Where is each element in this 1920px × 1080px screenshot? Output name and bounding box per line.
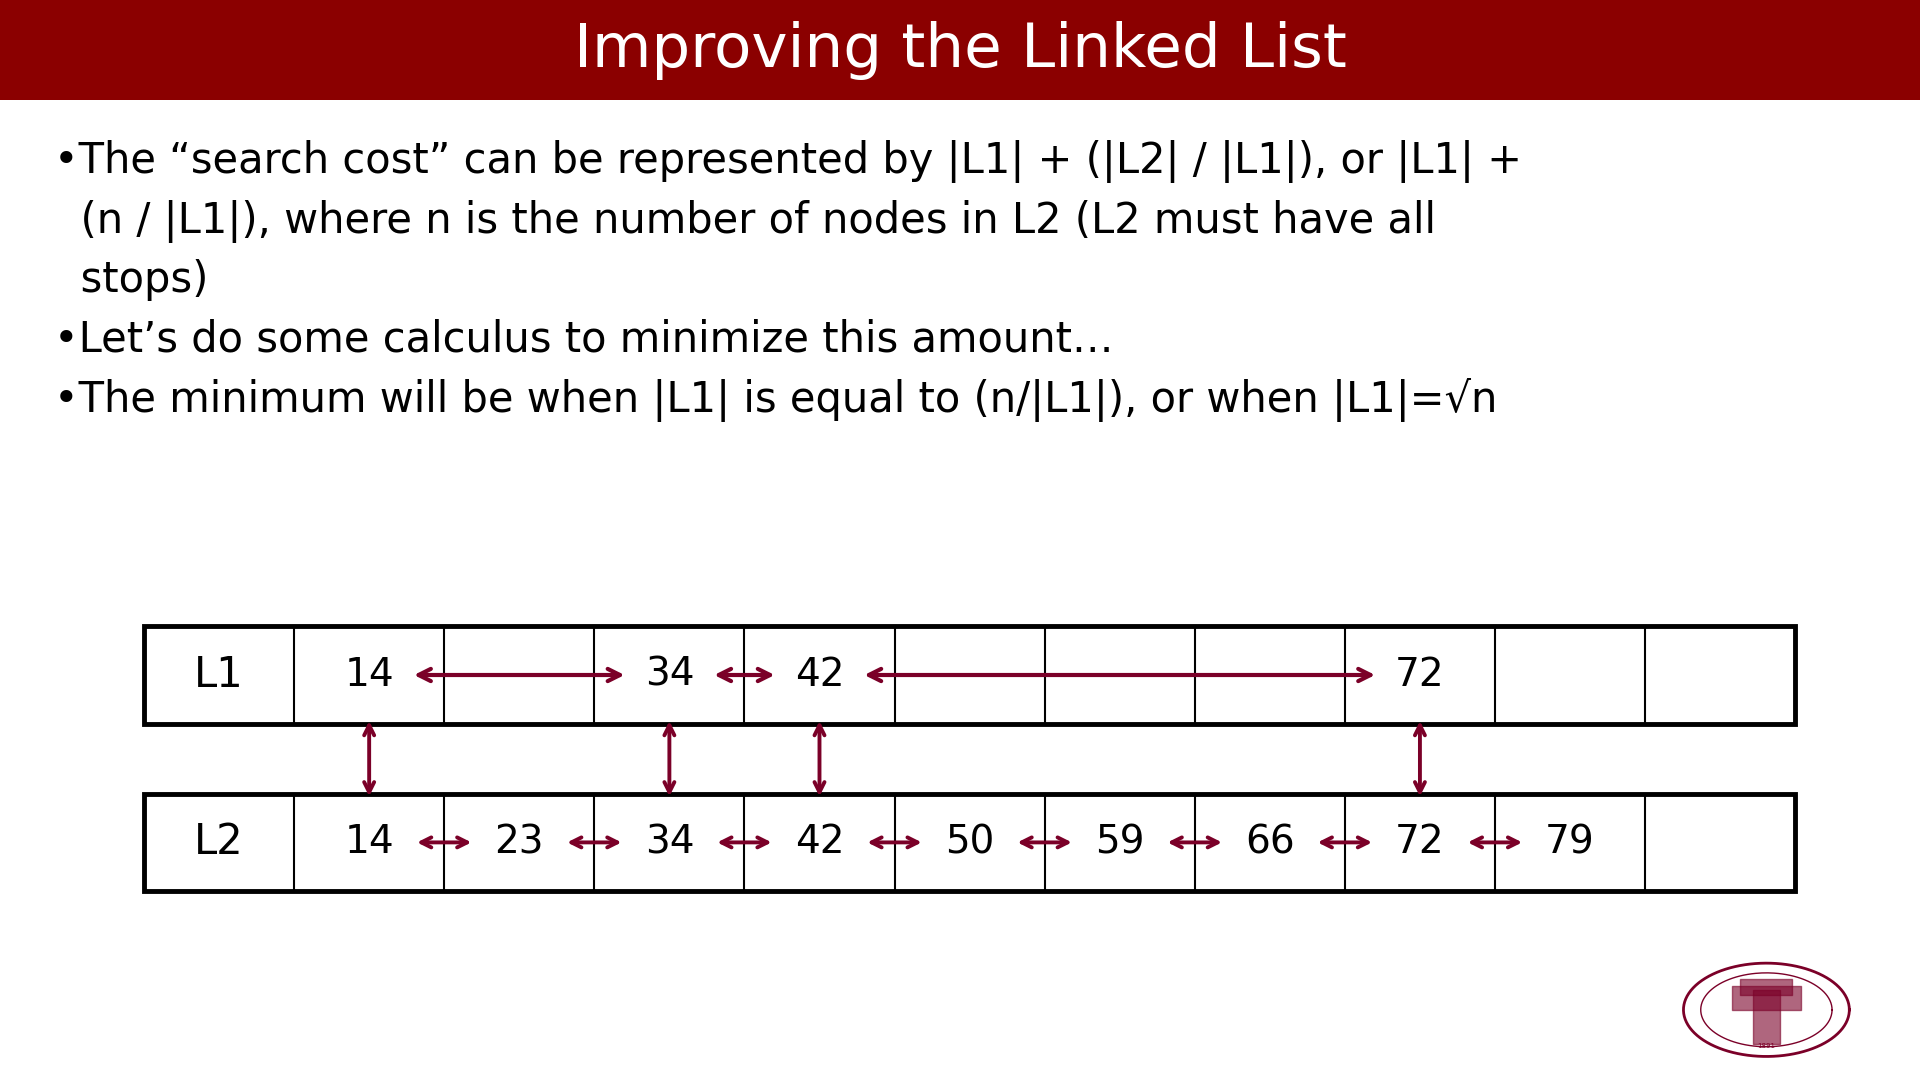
Text: 79: 79 (1546, 823, 1596, 862)
Text: 34: 34 (645, 823, 695, 862)
Text: 59: 59 (1094, 823, 1144, 862)
Text: •Let’s do some calculus to minimize this amount…: •Let’s do some calculus to minimize this… (54, 319, 1114, 361)
Text: 34: 34 (645, 656, 695, 694)
Text: 14: 14 (344, 823, 394, 862)
Text: 42: 42 (795, 823, 845, 862)
Text: Improving the Linked List: Improving the Linked List (574, 21, 1346, 80)
Text: 42: 42 (795, 656, 845, 694)
Text: 14: 14 (344, 656, 394, 694)
Text: L2: L2 (194, 822, 244, 863)
Text: L1: L1 (194, 654, 244, 696)
Text: 72: 72 (1396, 656, 1444, 694)
Text: •The minimum will be when |L1| is equal to (n/|L1|), or when |L1|=√n: •The minimum will be when |L1| is equal … (54, 378, 1498, 422)
Text: stops): stops) (54, 259, 207, 301)
Text: (n / |L1|), where n is the number of nodes in L2 (L2 must have all: (n / |L1|), where n is the number of nod… (54, 200, 1436, 243)
Text: 1891: 1891 (1757, 1042, 1776, 1049)
Text: 50: 50 (945, 823, 995, 862)
Text: 66: 66 (1244, 823, 1294, 862)
Text: 23: 23 (495, 823, 543, 862)
Text: 72: 72 (1396, 823, 1444, 862)
Text: •The “search cost” can be represented by |L1| + (|L2| / |L1|), or |L1| +: •The “search cost” can be represented by… (54, 140, 1523, 184)
